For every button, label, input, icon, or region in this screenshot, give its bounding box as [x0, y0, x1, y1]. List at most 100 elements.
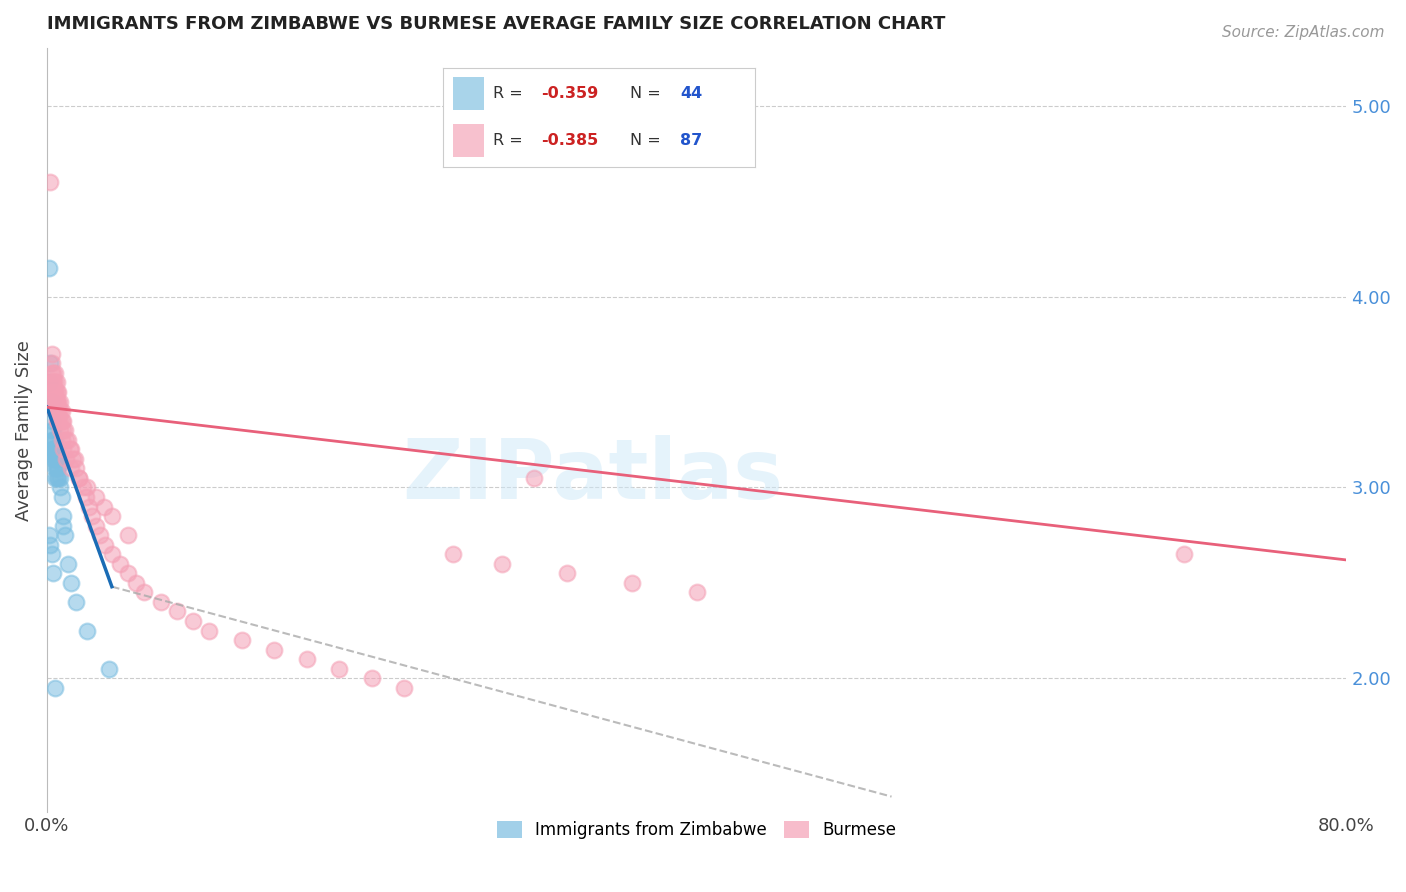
Point — [555, 566, 578, 581]
Point — [45, 451, 67, 466]
Point — [44, 433, 66, 447]
Point — [67, 471, 90, 485]
Point — [56, 557, 79, 571]
Point — [45, 404, 67, 418]
Point — [51, 433, 73, 447]
Point — [42, 442, 65, 457]
Point — [93, 500, 115, 514]
Point — [125, 575, 148, 590]
Text: ZIPatlas: ZIPatlas — [402, 435, 783, 516]
Point — [39, 175, 62, 189]
Point — [39, 356, 62, 370]
Point — [75, 490, 97, 504]
Point — [49, 471, 72, 485]
Point — [44, 471, 66, 485]
Point — [49, 480, 72, 494]
Point — [53, 423, 76, 437]
Point — [52, 509, 75, 524]
Point — [42, 384, 65, 399]
Point — [51, 490, 73, 504]
Point — [42, 423, 65, 437]
Text: Source: ZipAtlas.com: Source: ZipAtlas.com — [1222, 25, 1385, 40]
Point — [44, 366, 66, 380]
Point — [94, 538, 117, 552]
Point — [45, 404, 67, 418]
Point — [41, 356, 63, 370]
Point — [41, 376, 63, 390]
Point — [42, 451, 65, 466]
Point — [41, 347, 63, 361]
Point — [52, 414, 75, 428]
Point — [45, 414, 67, 428]
Point — [60, 461, 83, 475]
Point — [51, 404, 73, 418]
Point — [77, 500, 100, 514]
Point — [491, 557, 513, 571]
Point — [45, 461, 67, 475]
Point — [62, 451, 84, 466]
Point — [41, 547, 63, 561]
Point — [45, 461, 67, 475]
Point — [523, 471, 546, 485]
Point — [51, 414, 73, 428]
Point — [41, 384, 63, 399]
Point — [45, 394, 67, 409]
Point — [56, 433, 79, 447]
Point — [82, 509, 104, 524]
Point — [76, 624, 98, 638]
Point — [44, 451, 66, 466]
Point — [328, 662, 350, 676]
Point — [360, 671, 382, 685]
Point — [49, 394, 72, 409]
Point — [198, 624, 221, 638]
Point — [108, 557, 131, 571]
Point — [149, 595, 172, 609]
Point — [117, 566, 139, 581]
Point — [67, 471, 90, 485]
Point — [38, 376, 60, 390]
Point — [55, 433, 77, 447]
Point — [60, 575, 83, 590]
Point — [55, 451, 77, 466]
Point — [53, 528, 76, 542]
Point — [394, 681, 416, 695]
Point — [38, 528, 60, 542]
Point — [44, 461, 66, 475]
Point — [101, 509, 124, 524]
Point — [620, 575, 643, 590]
Point — [44, 404, 66, 418]
Point — [60, 442, 83, 457]
Point — [42, 376, 65, 390]
Point — [41, 394, 63, 409]
Point — [84, 518, 107, 533]
Point — [44, 681, 66, 695]
Point — [76, 480, 98, 494]
Point — [41, 414, 63, 428]
Point — [45, 384, 67, 399]
Point — [45, 376, 67, 390]
Point — [166, 605, 188, 619]
Point — [84, 490, 107, 504]
Point — [46, 414, 69, 428]
Point — [45, 451, 67, 466]
Point — [41, 423, 63, 437]
Point — [65, 461, 87, 475]
Point — [42, 433, 65, 447]
Point — [49, 414, 72, 428]
Point — [42, 376, 65, 390]
Y-axis label: Average Family Size: Average Family Size — [15, 340, 32, 521]
Point — [97, 662, 120, 676]
Point — [101, 547, 124, 561]
Point — [65, 595, 87, 609]
Point — [44, 384, 66, 399]
Legend: Immigrants from Zimbabwe, Burmese: Immigrants from Zimbabwe, Burmese — [491, 814, 903, 846]
Point — [45, 394, 67, 409]
Point — [49, 404, 72, 418]
Point — [44, 442, 66, 457]
Point — [52, 442, 75, 457]
Point — [46, 451, 69, 466]
Point — [685, 585, 707, 599]
Point — [117, 528, 139, 542]
Point — [44, 376, 66, 390]
Point — [41, 433, 63, 447]
